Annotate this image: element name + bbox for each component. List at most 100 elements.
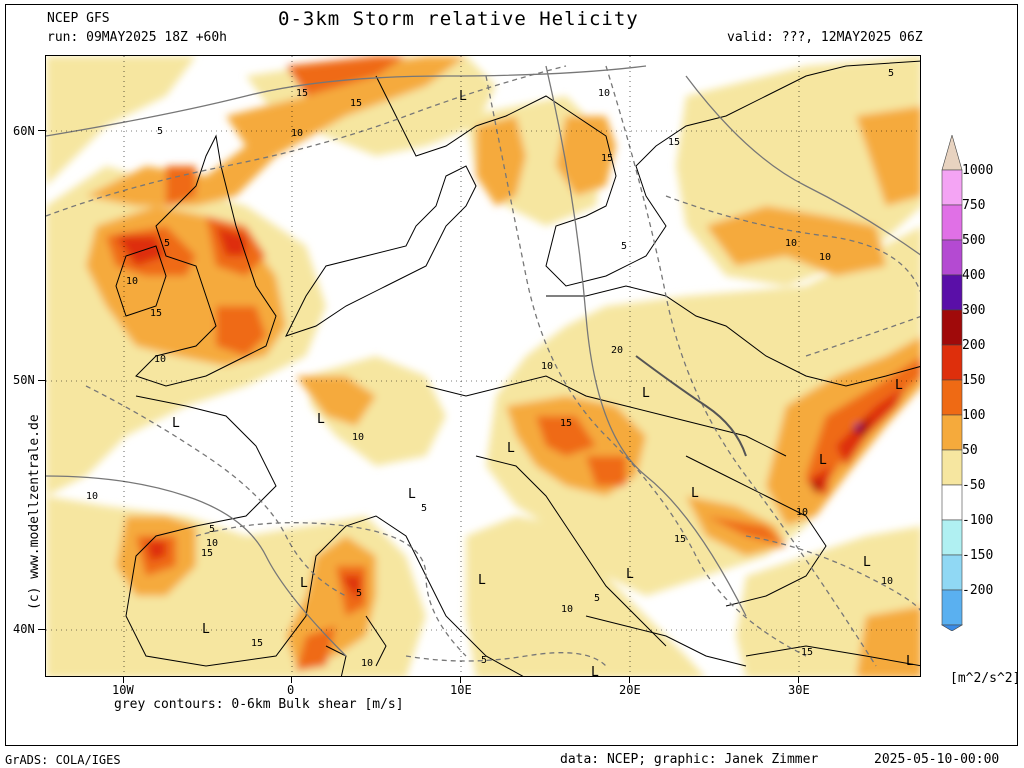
contour-label: 5 bbox=[157, 126, 163, 137]
contour-label: 10 bbox=[561, 604, 573, 615]
contour-label: 20 bbox=[611, 345, 623, 356]
model-name: NCEP GFS bbox=[47, 11, 110, 26]
contour-label: 15 bbox=[560, 418, 572, 429]
colorbar-cell bbox=[941, 554, 963, 591]
low-label: L bbox=[863, 555, 871, 570]
lon-label-20e: 20E bbox=[619, 683, 641, 697]
figure-frame bbox=[5, 4, 1018, 746]
lon-label-0: 0 bbox=[287, 683, 295, 697]
lon-tick bbox=[629, 677, 630, 683]
lat-tick bbox=[38, 380, 45, 381]
footer-software: GrADS: COLA/IGES bbox=[5, 753, 121, 767]
contour-label: 15 bbox=[601, 153, 613, 164]
lat-label-50n: 50N bbox=[13, 373, 35, 387]
lat-label-40n: 40N bbox=[13, 622, 35, 636]
colorbar-label: -100 bbox=[962, 513, 994, 528]
colorbar-label: -50 bbox=[962, 478, 986, 493]
lat-tick bbox=[38, 130, 45, 131]
contour-label: 5 bbox=[621, 241, 627, 252]
contour-label: 5 bbox=[209, 524, 215, 535]
lon-label-10w: 10W bbox=[112, 683, 134, 697]
contour-label: 10 bbox=[352, 432, 364, 443]
contour-label: 10 bbox=[126, 276, 138, 287]
contour-label: 5 bbox=[421, 503, 427, 514]
contour-label: 15 bbox=[201, 548, 213, 559]
low-label: L bbox=[895, 378, 903, 393]
contour-note: grey contours: 0-6km Bulk shear [m/s] bbox=[114, 697, 404, 712]
lon-tick bbox=[291, 677, 292, 683]
colorbar-cell bbox=[941, 274, 963, 311]
colorbar-cell bbox=[941, 344, 963, 381]
colorbar-cell bbox=[941, 379, 963, 416]
graticule bbox=[46, 56, 920, 676]
contour-label: 10 bbox=[598, 88, 610, 99]
contour-label: 15 bbox=[668, 137, 680, 148]
colorbar-cell bbox=[941, 449, 963, 486]
contour-label: 15 bbox=[674, 534, 686, 545]
low-label: L bbox=[819, 453, 827, 468]
colorbar-cell bbox=[940, 624, 964, 631]
colorbar-label: 750 bbox=[962, 198, 986, 213]
colorbar-label: 500 bbox=[962, 233, 986, 248]
low-label: L bbox=[202, 622, 210, 637]
contour-label: 5 bbox=[888, 68, 894, 79]
colorbar-cell bbox=[941, 519, 963, 556]
contour-label: 10 bbox=[361, 658, 373, 669]
colorbar-label: 150 bbox=[962, 373, 986, 388]
low-label: L bbox=[906, 654, 914, 669]
lat-label-60n: 60N bbox=[13, 124, 35, 138]
low-label: L bbox=[478, 573, 486, 588]
lon-tick bbox=[460, 677, 461, 683]
contour-labels: 5 10 15 10 5 15 10 10 15 10 5 10 15 20 1… bbox=[86, 68, 894, 669]
low-label: L bbox=[172, 416, 180, 431]
colorbar-unit: [m^2/s^2] bbox=[950, 671, 1021, 686]
contour-label: 10 bbox=[819, 252, 831, 263]
lon-tick bbox=[123, 677, 124, 683]
footer-credit: data: NCEP; graphic: Janek Zimmer bbox=[560, 752, 819, 767]
colorbar-cell bbox=[941, 239, 963, 276]
lat-tick bbox=[38, 629, 45, 630]
helicity-field: L L L L L L L L L L L L L L L L 5 10 15 … bbox=[46, 56, 920, 677]
low-label: L bbox=[459, 89, 467, 104]
coastlines bbox=[115, 60, 920, 676]
colorbar-cell bbox=[941, 309, 963, 346]
valid-time: valid: ???, 12MAY2025 06Z bbox=[727, 30, 923, 45]
colorbar-label: 400 bbox=[962, 268, 986, 283]
contour-label: 5 bbox=[481, 655, 487, 666]
colorbar-cell bbox=[941, 204, 963, 241]
contour-label: 10 bbox=[291, 128, 303, 139]
contour-label: 10 bbox=[796, 507, 808, 518]
colorbar-label: -150 bbox=[962, 548, 994, 563]
lon-label-30e: 30E bbox=[788, 683, 810, 697]
colorbar-label: 1000 bbox=[962, 163, 994, 178]
colorbar-cell bbox=[941, 135, 963, 171]
colorbar-label: 300 bbox=[962, 303, 986, 318]
colorbar-label: -200 bbox=[962, 583, 994, 598]
colorbar-label: 50 bbox=[962, 443, 978, 458]
contour-label: 10 bbox=[785, 238, 797, 249]
contour-label: 10 bbox=[881, 576, 893, 587]
low-label: L bbox=[408, 487, 416, 502]
shear-contours bbox=[46, 65, 920, 667]
lon-label-10e: 10E bbox=[450, 683, 472, 697]
footer-date: 2025-05-10-00:00 bbox=[874, 752, 1000, 767]
contour-label: 15 bbox=[251, 638, 263, 649]
contour-label: 10 bbox=[541, 361, 553, 372]
contour-label: 5 bbox=[356, 588, 362, 599]
lon-tick bbox=[798, 677, 799, 683]
contour-label: 5 bbox=[164, 238, 170, 249]
low-label: L bbox=[642, 386, 650, 401]
colorbar-label: 100 bbox=[962, 408, 986, 423]
contour-label: 15 bbox=[801, 647, 813, 658]
contour-label: 15 bbox=[350, 98, 362, 109]
low-label: L bbox=[591, 665, 599, 677]
low-label: L bbox=[507, 441, 515, 456]
map-title: 0-3km Storm relative Helicity bbox=[278, 8, 639, 30]
lows: L L L L L L L L L L L L L L L L bbox=[172, 89, 914, 677]
contour-label: 15 bbox=[296, 88, 308, 99]
colorbar-cell bbox=[941, 589, 963, 626]
colorbar-cell bbox=[941, 484, 963, 521]
low-label: L bbox=[626, 567, 634, 582]
contour-label: 15 bbox=[150, 308, 162, 319]
contour-label: 10 bbox=[206, 538, 218, 549]
